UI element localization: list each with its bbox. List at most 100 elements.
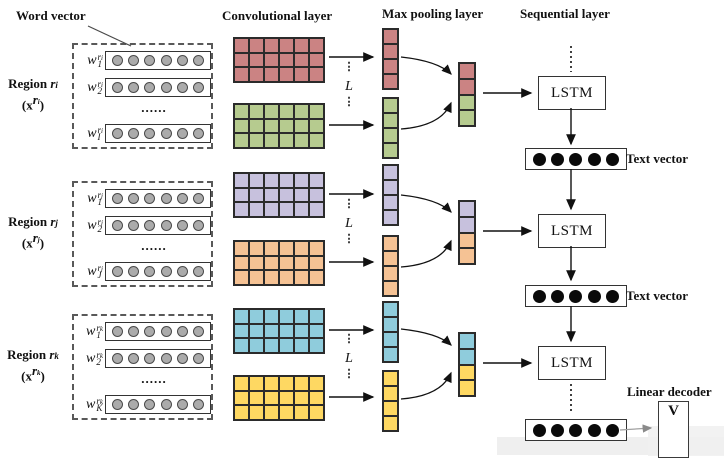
merged-cell xyxy=(459,94,475,111)
region-side-label-i: Region ri xyxy=(0,76,66,91)
conv-cell xyxy=(294,390,309,406)
input-sup: rk xyxy=(32,363,41,377)
conv-cell xyxy=(279,323,294,339)
word-dim-circle xyxy=(127,399,139,410)
word-dim-circle xyxy=(193,82,205,93)
conv-cell xyxy=(264,52,279,68)
word-dim-circle xyxy=(193,266,205,277)
word-dim-circle xyxy=(144,399,156,410)
conv-cell xyxy=(294,241,309,256)
region-side-label-j: Region rj xyxy=(0,214,66,229)
conv-cell xyxy=(234,270,249,285)
word-label-sub: 2 xyxy=(96,356,101,367)
word-dim-circle xyxy=(160,326,172,337)
paren-open: ( xyxy=(21,97,27,113)
lstm-box-2: LSTM xyxy=(538,214,606,248)
word-label-base: w xyxy=(86,396,96,412)
pool-cell xyxy=(383,371,398,386)
text-vector-label-2: Text vector xyxy=(626,288,688,303)
word-label: w rj 2 xyxy=(77,217,103,234)
pool-cell xyxy=(383,113,398,128)
text-vector-box-1 xyxy=(525,148,627,170)
sup-index: j xyxy=(101,264,103,273)
conv-cell xyxy=(249,67,264,82)
filter-count-label: L xyxy=(345,216,353,231)
text-vector-unit xyxy=(587,152,601,166)
conv-cell xyxy=(309,323,324,339)
word-vector-row: w ri 2 xyxy=(77,78,211,97)
region-var: r xyxy=(50,214,56,229)
merged-cell xyxy=(459,63,475,79)
max-pool-column xyxy=(382,97,399,159)
region-box-j: w rj 1 w rj 2...... w rj J xyxy=(72,181,213,287)
conv-cell xyxy=(249,270,264,285)
conv-cell xyxy=(309,202,324,217)
region-input-label-j: (xrj) xyxy=(0,230,66,251)
word-dim-circle xyxy=(160,266,172,277)
conv-cell xyxy=(264,67,279,82)
conv-cell xyxy=(264,38,279,53)
conv-cell xyxy=(279,173,294,188)
conv-cell xyxy=(279,241,294,256)
word-vector-cells xyxy=(105,262,211,281)
word-label: w rk 2 xyxy=(77,349,103,367)
input-sup: rj xyxy=(33,230,40,244)
word-label-sub: 1 xyxy=(96,329,101,340)
conv-cell xyxy=(294,376,309,391)
sup-base: r xyxy=(97,78,102,89)
word-dim-circle xyxy=(111,399,123,410)
region-word: Region xyxy=(8,76,51,91)
word-dim-circle xyxy=(144,193,156,204)
conv-cell xyxy=(234,405,249,420)
region-word: Region xyxy=(7,347,50,362)
max-pool-column xyxy=(382,164,399,226)
sup-base: r xyxy=(96,349,100,360)
word-dim-circle xyxy=(127,220,139,231)
word-vector-row: w rk 1 xyxy=(77,322,211,341)
word-dim-circle xyxy=(111,55,123,66)
conv-cell xyxy=(294,173,309,188)
word-label-sub: I xyxy=(97,131,101,142)
word-label-base: w xyxy=(86,323,96,339)
lstm-box-3: LSTM xyxy=(538,346,606,380)
word-dim-circle xyxy=(144,55,156,66)
conv-cell xyxy=(294,270,309,285)
word-dim-circle xyxy=(144,220,156,231)
header-word-vector: Word vector xyxy=(16,8,86,23)
conv-cell xyxy=(234,52,249,68)
input-sup-index: j xyxy=(37,236,40,244)
conv-cell xyxy=(279,104,294,119)
word-dim-circle xyxy=(160,193,172,204)
word-dim-circle xyxy=(176,82,188,93)
word-vector-cells xyxy=(105,216,211,235)
sup-index: j xyxy=(101,191,103,200)
word-vector-cells xyxy=(105,189,211,208)
word-dim-circle xyxy=(144,128,156,139)
conv-cell xyxy=(249,173,264,188)
paren-close: ) xyxy=(39,97,45,113)
word-vector-row: w ri 1 xyxy=(77,51,211,70)
word-label-sub: 2 xyxy=(97,223,103,234)
word-dim-circle xyxy=(111,193,123,204)
pool-cell xyxy=(383,236,398,251)
word-dim-circle xyxy=(144,82,156,93)
word-dim-circle xyxy=(176,266,188,277)
filter-vdots: ⋮ xyxy=(343,96,355,108)
conv-cell xyxy=(264,309,279,324)
word-label-sup: rj xyxy=(97,189,103,200)
word-vector-cells xyxy=(105,51,211,70)
word-dim-circle xyxy=(127,193,139,204)
conv-cell xyxy=(279,52,294,68)
conv-cell xyxy=(249,309,264,324)
word-vector-cells xyxy=(105,78,211,97)
pool-cell xyxy=(383,347,398,362)
conv-cell xyxy=(264,390,279,406)
word-label-base: w xyxy=(87,263,97,279)
sup-base: r xyxy=(97,189,102,200)
word-dim-circle xyxy=(111,326,123,337)
paren-open: ( xyxy=(21,235,27,251)
word-label-scripts: ri 1 xyxy=(98,52,103,68)
conv-cell xyxy=(279,270,294,285)
word-label-scripts: ri 2 xyxy=(97,78,103,95)
word-dim-circle xyxy=(127,326,139,337)
